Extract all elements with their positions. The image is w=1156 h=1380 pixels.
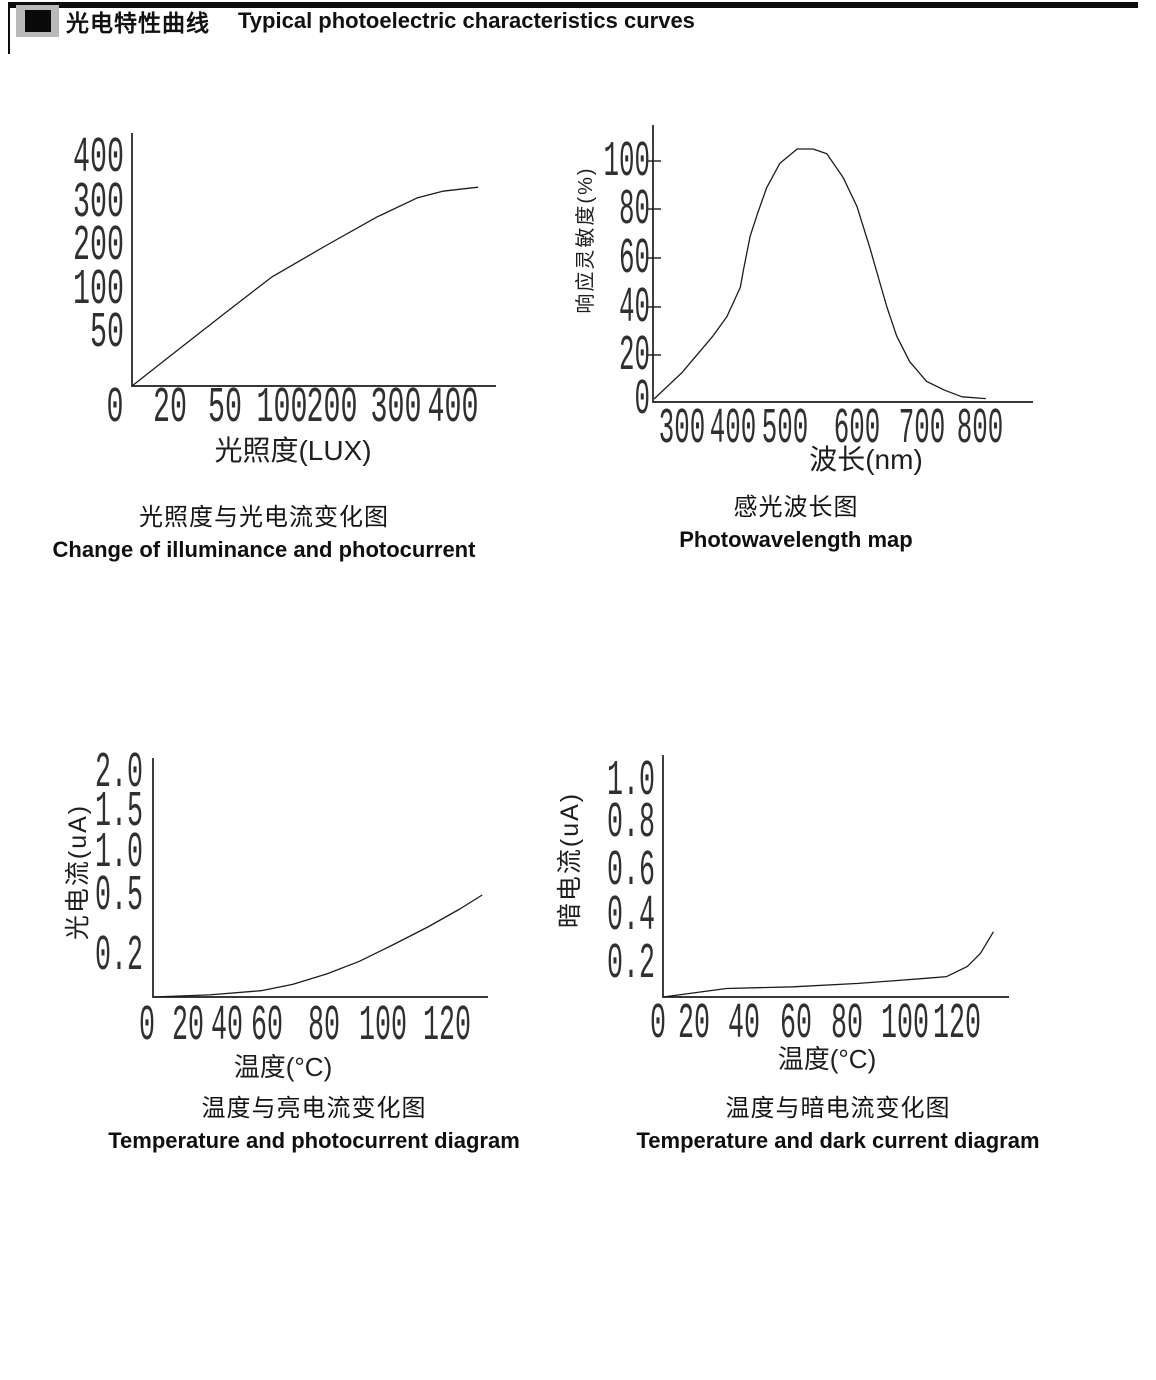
y-tick-label: 50: [90, 305, 124, 362]
caption-temperature-darkcurrent: 温度与暗电流变化图 Temperature and dark current d…: [618, 1094, 1058, 1156]
x-tick-label: 120: [423, 998, 471, 1055]
x-tick-label: 700: [899, 401, 946, 458]
y-tick-label: 80: [619, 182, 650, 239]
y-tick-label: 300: [73, 175, 124, 232]
y-tick-label: 0: [635, 372, 651, 429]
y-tick-label: 60: [619, 231, 650, 288]
x-axis-title: 温度(°C): [234, 1052, 333, 1082]
y-tick-label: 1.5: [95, 784, 143, 841]
x-tick-label: 500: [762, 401, 809, 458]
x-tick-label: 300: [371, 380, 422, 437]
x-tick-label: 40: [728, 996, 760, 1053]
section-bullet-icon: [16, 5, 59, 37]
x-tick-label: 60: [251, 998, 283, 1055]
chart-temperature-darkcurrent: 0 20 40 60 80 100 120 1.00.80.60.40.2 温度(°C) 暗电流(…: [556, 753, 1009, 1074]
y-tick-label: 200: [73, 218, 124, 275]
x-tick-label: 20: [153, 380, 187, 437]
page-header: 光电特性曲线 Typical photoelectric characteris…: [16, 4, 695, 38]
x-tick-label: 20: [172, 998, 204, 1055]
data-curve: [662, 931, 994, 998]
y-tick-label: 0.5: [95, 868, 143, 925]
caption-zh: 感光波长图: [733, 495, 859, 521]
y-tick-label: 0.2: [95, 928, 143, 985]
data-curve: [131, 186, 479, 387]
x-tick-label: 400: [428, 380, 479, 437]
x-axis-title: 波长(nm): [809, 444, 923, 475]
x-tick-label: 100: [359, 998, 407, 1055]
x-tick-label: 60: [780, 996, 812, 1053]
caption-en: Change of illuminance and photocurrent: [52, 537, 476, 562]
y-tick-label: 1.0: [607, 753, 655, 810]
x-tick-label: 40: [211, 998, 243, 1055]
caption-temperature-photocurrent: 温度与亮电流变化图 Temperature and photocurrent d…: [94, 1094, 534, 1156]
x-tick-label: 0: [107, 380, 124, 437]
axes: [152, 758, 488, 998]
x-tick-label: 100: [881, 996, 929, 1053]
x-tick-label: 20: [678, 996, 710, 1053]
y-tick-label: 0.4: [607, 888, 655, 945]
y-axis-title: 暗电流(uA): [556, 792, 584, 928]
caption-illuminance-photocurrent: 光照度与光电流变化图 Change of illuminance and pho…: [44, 503, 484, 565]
y-tick-label: 1.0: [95, 825, 143, 882]
caption-zh: 温度与亮电流变化图: [201, 1096, 427, 1122]
x-axis-title: 光照度(LUX): [214, 435, 371, 466]
section-title-en: Typical photoelectric characteristics cu…: [238, 8, 695, 33]
x-tick-label: 200: [307, 380, 358, 437]
y-tick-label: 400: [73, 130, 124, 187]
axes: [652, 125, 1033, 403]
y-tick-label: 0.8: [607, 795, 655, 852]
x-axis-title: 温度(°C): [778, 1044, 877, 1074]
y-tick-label: 100: [604, 134, 651, 191]
x-tick-label: 600: [834, 401, 881, 458]
axes: [662, 755, 1009, 998]
top-border-rule: [10, 2, 1138, 8]
y-axis-title: 响应灵敏度(%): [574, 166, 597, 313]
y-tick-label: 0.2: [607, 936, 655, 993]
x-tick-label: 50: [208, 380, 242, 437]
axes: [131, 133, 496, 387]
y-tick-label: 2.0: [95, 745, 143, 802]
caption-en: Temperature and photocurrent diagram: [108, 1128, 520, 1153]
caption-en: Photowavelength map: [679, 527, 913, 552]
data-curve: [653, 148, 986, 400]
y-tick-label: 0.6: [607, 843, 655, 900]
x-tick-label: 80: [831, 996, 863, 1053]
x-tick-label: 300: [659, 401, 706, 458]
caption-zh: 光照度与光电流变化图: [139, 505, 389, 531]
x-tick-label: 120: [933, 996, 981, 1053]
caption-zh: 温度与暗电流变化图: [725, 1096, 951, 1122]
x-tick-label: 100: [257, 380, 308, 437]
x-tick-label: 400: [710, 401, 757, 458]
caption-en: Temperature and dark current diagram: [636, 1128, 1040, 1153]
y-tick-label: 100: [73, 262, 124, 319]
y-tick-label: 40: [619, 280, 650, 337]
left-border-rule: [8, 2, 10, 54]
chart-temperature-photocurrent: 0 20 40 60 80 100 120 2.01.51.00.50.2 温度(°C) 光电流(…: [64, 745, 488, 1082]
x-tick-label: 0: [650, 996, 666, 1053]
x-tick-label: 800: [957, 401, 1004, 458]
x-tick-label: 0: [139, 998, 155, 1055]
square-bullet-icon: [24, 10, 51, 32]
caption-photowavelength: 感光波长图 Photowavelength map: [576, 493, 1016, 555]
y-axis-title: 光电流(uA): [64, 804, 92, 940]
section-title-zh: 光电特性曲线: [66, 10, 210, 36]
x-tick-label: 80: [308, 998, 340, 1055]
data-curve: [152, 894, 483, 998]
y-tick-label: 20: [619, 328, 650, 385]
